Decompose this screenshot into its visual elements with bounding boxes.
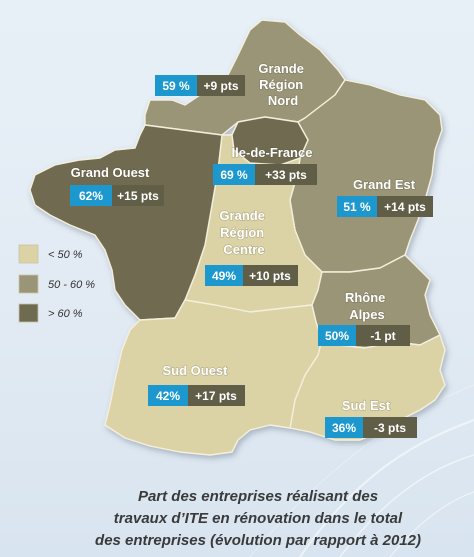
change-box bbox=[363, 417, 417, 438]
share-value: 69 % bbox=[220, 168, 248, 182]
change-value: +33 pts bbox=[265, 168, 307, 182]
region-label-grand-est: Grand Est bbox=[353, 177, 416, 192]
value-box-sud-ouest: 42% +17 pts bbox=[148, 385, 245, 406]
change-value: +9 pts bbox=[203, 79, 238, 93]
change-box bbox=[197, 75, 245, 96]
label-line: Centre bbox=[223, 242, 264, 257]
label-line: Grande bbox=[219, 208, 265, 223]
label-line: Grande bbox=[258, 61, 304, 76]
share-value: 42% bbox=[156, 389, 180, 403]
label-line: Région bbox=[220, 225, 264, 240]
region-label-sud-est: Sud Est bbox=[342, 398, 391, 413]
change-box bbox=[243, 265, 298, 286]
region-label-ile-de-france: Ile-de-France bbox=[232, 145, 313, 160]
label-line: Nord bbox=[268, 93, 298, 108]
region-label-rhone-alpes: Rhône Alpes bbox=[345, 290, 389, 322]
value-boxes: 59 % +9 pts 69 % +33 pts 62% +15 pts 51 … bbox=[70, 75, 433, 438]
share-box bbox=[148, 385, 188, 406]
share-value: 62% bbox=[79, 189, 103, 203]
caption-line: travaux d’ITE en rénovation dans le tota… bbox=[114, 510, 403, 527]
value-box-grand-ouest: 62% +15 pts bbox=[70, 185, 164, 206]
region-labels: Grande Région Nord Ile-de-France Grand O… bbox=[70, 60, 416, 413]
share-box bbox=[213, 164, 255, 185]
caption: Part des entreprises réalisant des trava… bbox=[95, 488, 421, 549]
share-box bbox=[155, 75, 197, 96]
value-box-ile-de-france: 69 % +33 pts bbox=[213, 164, 317, 185]
share-value: 36% bbox=[332, 421, 356, 435]
region-grand-ouest bbox=[29, 124, 223, 321]
change-value: +14 pts bbox=[384, 200, 426, 214]
legend-label-mid: 50 - 60 % bbox=[48, 279, 95, 291]
value-box-rhone-alpes: 50% -1 pt bbox=[318, 325, 410, 346]
legend-swatch-high bbox=[18, 303, 39, 323]
change-box bbox=[356, 325, 410, 346]
legend-label-high: > 60 % bbox=[48, 308, 83, 320]
region-sud-ouest bbox=[104, 299, 323, 456]
share-value: 51 % bbox=[343, 200, 371, 214]
share-box bbox=[318, 325, 356, 346]
change-box bbox=[112, 185, 164, 206]
region-label-sud-ouest: Sud Ouest bbox=[162, 363, 228, 378]
legend-label-low: < 50 % bbox=[48, 249, 83, 261]
share-box bbox=[337, 196, 377, 217]
change-value: -1 pt bbox=[370, 329, 395, 343]
value-box-centre: 49% +10 pts bbox=[205, 265, 298, 286]
label-line: Région bbox=[259, 77, 303, 92]
legend-swatch-low bbox=[18, 244, 39, 264]
change-value: +15 pts bbox=[117, 189, 159, 203]
share-value: 50% bbox=[325, 329, 349, 343]
value-box-nord: 59 % +9 pts bbox=[155, 75, 245, 96]
region-label-nord: Grande Région Nord bbox=[258, 61, 307, 108]
region-ile-de-france bbox=[231, 116, 309, 166]
share-box bbox=[325, 417, 363, 438]
region-label-centre: Grande Région Centre bbox=[219, 208, 268, 257]
change-box bbox=[255, 164, 317, 185]
change-value: +10 pts bbox=[249, 269, 291, 283]
region-label-grand-ouest: Grand Ouest bbox=[71, 165, 150, 180]
caption-line: des entreprises (évolution par rapport à… bbox=[95, 532, 421, 549]
change-box bbox=[377, 196, 433, 217]
value-box-sud-est: 36% -3 pts bbox=[325, 417, 417, 438]
change-value: +17 pts bbox=[195, 389, 237, 403]
background-decoration bbox=[249, 384, 474, 557]
legend: < 50 % 50 - 60 % > 60 % bbox=[18, 244, 95, 323]
share-box bbox=[205, 265, 243, 286]
caption-line: Part des entreprises réalisant des bbox=[138, 488, 378, 505]
value-box-grand-est: 51 % +14 pts bbox=[337, 196, 433, 217]
share-value: 49% bbox=[212, 269, 236, 283]
label-line: Alpes bbox=[349, 307, 384, 322]
change-box bbox=[188, 385, 245, 406]
change-value: -3 pts bbox=[374, 421, 406, 435]
share-box bbox=[70, 185, 112, 206]
share-value: 59 % bbox=[162, 79, 190, 93]
legend-swatch-mid bbox=[18, 274, 39, 294]
label-line: Rhône bbox=[345, 290, 385, 305]
